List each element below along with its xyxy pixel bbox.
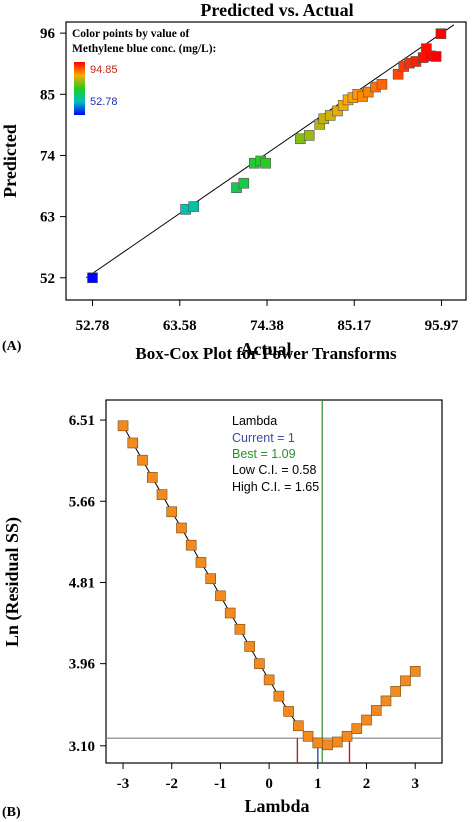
chart-b-point bbox=[244, 641, 255, 652]
chart-b-x-tick-label: -3 bbox=[117, 776, 130, 792]
chart-a-x-tick-label: 52.78 bbox=[76, 318, 110, 334]
chart-a-y-tick-label: 96 bbox=[40, 26, 56, 42]
chart-a-y-tick-label: 74 bbox=[40, 148, 56, 164]
chart-a-y-tick-label: 85 bbox=[40, 87, 55, 103]
chart-a-point bbox=[376, 78, 388, 90]
chart-b-point bbox=[254, 658, 265, 669]
chart-b-point bbox=[341, 730, 353, 742]
chart-b-point bbox=[380, 695, 392, 707]
chart-a-point bbox=[332, 105, 343, 117]
chart-b-point bbox=[361, 714, 372, 726]
chart-b-point bbox=[263, 674, 275, 686]
chart-b-point bbox=[409, 665, 421, 677]
chart-b-x-tick-label: 1 bbox=[314, 776, 322, 792]
chart-a-x-tick-label: 95.97 bbox=[425, 318, 459, 334]
chart-b-point bbox=[400, 675, 411, 687]
chart-b-y-label: Ln (Residual SS) bbox=[2, 517, 23, 647]
chart-b-point bbox=[234, 623, 246, 635]
chart-b-point bbox=[293, 720, 304, 732]
legend-b-current: Current = 1 bbox=[232, 431, 295, 445]
chart-b-x-tick-label: -2 bbox=[165, 776, 178, 792]
panel-a-label: (A) bbox=[2, 339, 22, 354]
chart-a-y-axis: 52 63 74 85 96 bbox=[40, 26, 66, 287]
chart-b-point bbox=[166, 506, 178, 518]
chart-b-point bbox=[390, 686, 402, 697]
predicted-vs-actual-chart: Predicted vs. Actual 52.78 63.58 74.38 85.1… bbox=[0, 0, 467, 359]
chart-b-point bbox=[302, 730, 314, 742]
chart-a-point bbox=[435, 28, 447, 39]
chart-b-point bbox=[176, 522, 187, 534]
chart-a-y-label: Predicted bbox=[0, 124, 20, 198]
chart-b-point bbox=[224, 607, 236, 619]
chart-b-y-axis: 6.51 5.66 4.81 3.96 3.10 bbox=[69, 413, 106, 755]
chart-a-x-tick-label: 85.17 bbox=[337, 318, 371, 334]
chart-a-point bbox=[303, 130, 315, 141]
legend-a-high-label: 94.85 bbox=[90, 64, 118, 76]
chart-b-point bbox=[283, 706, 294, 717]
legend-a-title-line1: Color points by value of bbox=[72, 28, 190, 40]
chart-a-y-tick-label: 52 bbox=[40, 271, 55, 287]
chart-b-point bbox=[205, 573, 216, 584]
chart-b-point bbox=[215, 590, 226, 602]
chart-a-x-label: Actual bbox=[241, 339, 292, 359]
chart-b-point bbox=[370, 705, 382, 716]
chart-b-y-tick-label: 4.81 bbox=[69, 575, 95, 591]
chart-b-point bbox=[185, 539, 197, 551]
chart-b-point bbox=[273, 690, 285, 702]
chart-b-x-tick-label: -1 bbox=[214, 776, 227, 792]
chart-b-legend: Lambda Current = 1 Best = 1.09 Low C.I. … bbox=[232, 414, 319, 494]
chart-b-point bbox=[146, 472, 158, 483]
panel-b-label: (B) bbox=[2, 805, 21, 820]
chart-a-legend: Color points by value of Methylene blue … bbox=[72, 28, 216, 115]
legend-b-best: Best = 1.09 bbox=[232, 447, 296, 461]
chart-b-x-axis: -3 -2 -1 0 1 2 3 bbox=[117, 763, 419, 792]
chart-a-point bbox=[188, 201, 199, 212]
chart-a-x-axis: 52.78 63.58 74.38 85.17 95.97 bbox=[76, 300, 459, 334]
chart-b-y-tick-label: 6.51 bbox=[69, 413, 95, 429]
legend-a-low-label: 52.78 bbox=[90, 96, 118, 108]
legend-b-high-ci: High C.I. = 1.65 bbox=[232, 480, 319, 494]
chart-a-point bbox=[430, 51, 442, 62]
chart-a-fit-line bbox=[85, 24, 455, 279]
chart-a-points bbox=[87, 28, 447, 284]
chart-b-point bbox=[127, 437, 139, 449]
chart-b-x-tick-label: 2 bbox=[363, 776, 371, 792]
legend-b-low-ci: Low C.I. = 0.58 bbox=[232, 463, 316, 477]
chart-b-point bbox=[156, 489, 168, 500]
chart-b-reference-lines bbox=[106, 400, 442, 763]
chart-b-point bbox=[312, 737, 324, 749]
chart-a-point bbox=[87, 272, 98, 284]
chart-b-x-label: Lambda bbox=[244, 796, 309, 816]
chart-b-x-tick-label: 0 bbox=[265, 776, 273, 792]
chart-a-x-tick-label: 63.58 bbox=[163, 318, 197, 334]
chart-b-y-tick-label: 3.10 bbox=[69, 739, 95, 755]
chart-b-point bbox=[332, 736, 343, 748]
chart-a-x-tick-label: 74.38 bbox=[250, 318, 284, 334]
chart-a-title: Predicted vs. Actual bbox=[200, 0, 353, 20]
chart-b-points bbox=[117, 420, 421, 751]
chart-a-plot-frame bbox=[65, 21, 467, 301]
chart-b-title: Box-Cox Plot for Power Transforms bbox=[135, 344, 397, 363]
chart-a-point bbox=[260, 157, 271, 169]
chart-a-y-tick-label: 63 bbox=[40, 210, 55, 226]
chart-b-plot-frame bbox=[105, 399, 443, 764]
chart-a-point bbox=[295, 133, 306, 145]
chart-b-y-tick-label: 5.66 bbox=[69, 494, 96, 510]
chart-a-point bbox=[392, 68, 404, 80]
chart-b-point bbox=[117, 420, 129, 432]
box-cox-chart: Box-Cox Plot for Power Transforms -3 -2 -1… bbox=[2, 344, 443, 820]
chart-a-point bbox=[238, 177, 250, 189]
chart-b-point bbox=[195, 557, 207, 568]
legend-b-title: Lambda bbox=[232, 414, 277, 428]
legend-a-color-bar bbox=[74, 62, 85, 115]
legend-a-title-line2: Methylene blue conc. (mg/L): bbox=[72, 43, 216, 55]
chart-b-x-tick-label: 3 bbox=[411, 776, 419, 792]
chart-b-point bbox=[137, 454, 148, 466]
chart-b-point bbox=[322, 739, 333, 751]
chart-a-point bbox=[421, 43, 432, 54]
chart-b-y-tick-label: 3.96 bbox=[69, 657, 96, 673]
chart-b-point bbox=[351, 723, 363, 734]
